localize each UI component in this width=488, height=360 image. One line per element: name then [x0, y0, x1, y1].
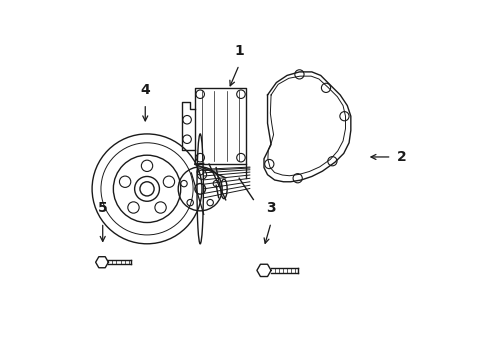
- Text: 4: 4: [140, 83, 150, 97]
- Text: 5: 5: [98, 202, 107, 215]
- Text: 2: 2: [396, 150, 406, 164]
- Text: 3: 3: [266, 202, 275, 215]
- Text: 1: 1: [234, 44, 244, 58]
